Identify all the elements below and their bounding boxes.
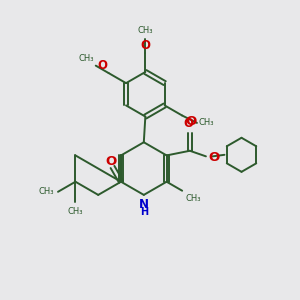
Text: CH₃: CH₃ [68, 206, 83, 215]
Text: O: O [97, 59, 107, 72]
Text: CH₃: CH₃ [79, 54, 94, 63]
Text: N: N [139, 198, 149, 211]
Text: O: O [184, 117, 194, 130]
Text: CH₃: CH₃ [39, 187, 54, 196]
Text: H: H [140, 207, 148, 217]
Text: O: O [186, 116, 197, 128]
Text: O: O [105, 155, 117, 168]
Text: O: O [140, 39, 150, 52]
Text: CH₃: CH₃ [138, 26, 153, 35]
Text: O: O [208, 151, 220, 164]
Text: CH₃: CH₃ [186, 194, 201, 203]
Text: CH₃: CH₃ [199, 118, 214, 127]
